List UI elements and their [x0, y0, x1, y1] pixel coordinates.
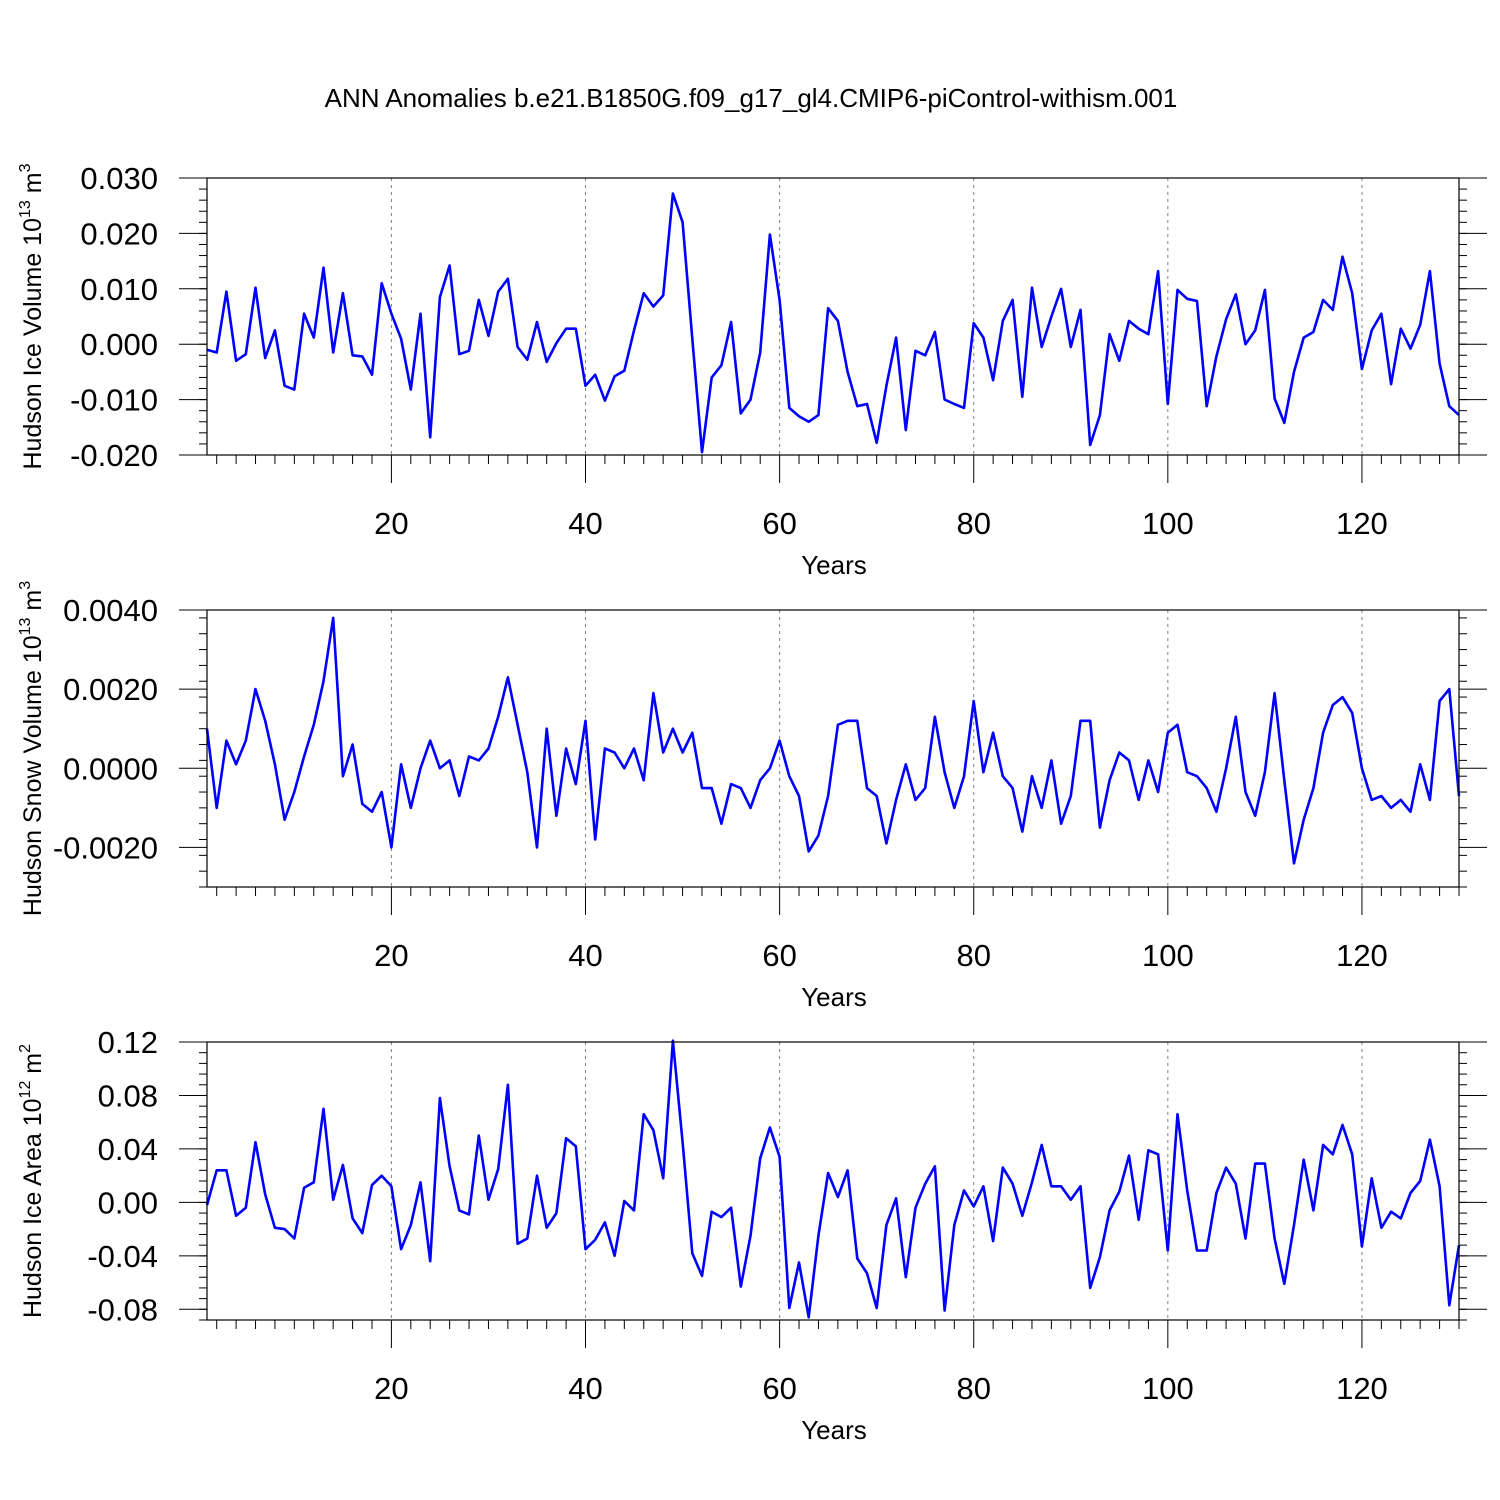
y-tick-label: -0.04 — [87, 1239, 158, 1274]
x-axis-title: Years — [801, 982, 867, 1012]
x-tick-label: 100 — [1142, 1371, 1194, 1406]
x-tick-label: 60 — [762, 506, 796, 541]
y-tick-label: -0.010 — [70, 383, 158, 418]
x-axis-title: Years — [801, 1415, 867, 1445]
y-tick-label: 0.04 — [98, 1132, 158, 1167]
plot-frame — [206, 609, 1460, 888]
x-tick-label: 20 — [374, 1371, 408, 1406]
y-axis-title: Hudson Ice Area 1012 m2 — [17, 1044, 47, 1318]
y-tick-label: 0.12 — [98, 1025, 158, 1060]
y-tick-label: 0.030 — [80, 161, 158, 196]
data-series-line — [205, 1039, 1461, 1319]
x-tick-label: 60 — [762, 938, 796, 973]
x-axis-title: Years — [801, 550, 867, 580]
x-tick-label: 120 — [1336, 1371, 1388, 1406]
y-tick-label: -0.08 — [87, 1292, 158, 1327]
y-tick-label: 0.010 — [80, 272, 158, 307]
plot-frame — [206, 177, 1460, 456]
x-tick-label: 120 — [1336, 506, 1388, 541]
x-tick-label: 100 — [1142, 938, 1194, 973]
y-tick-label: -0.020 — [70, 438, 158, 473]
panel-2: -0.0020 0.0000 0.0020 0.0040 20 40 60 80 100 120 Y… — [17, 581, 1487, 1012]
y-tick-label: 0.000 — [80, 327, 158, 362]
x-tick-label: 100 — [1142, 506, 1194, 541]
y-tick-label: 0.08 — [98, 1078, 158, 1113]
panel-1: -0.020 -0.010 0.000 0.010 0.020 0.030 20 40 60 80… — [17, 161, 1487, 580]
x-tick-label: 80 — [956, 938, 990, 973]
panels: -0.020 -0.010 0.000 0.010 0.020 0.030 20 40 60 80… — [17, 161, 1487, 1445]
data-series-line — [206, 192, 1460, 454]
x-tick-label: 120 — [1336, 938, 1388, 973]
x-tick-label: 20 — [374, 506, 408, 541]
x-tick-label: 40 — [568, 1371, 602, 1406]
x-tick-label: 40 — [568, 506, 602, 541]
x-tick-label: 40 — [568, 938, 602, 973]
plot-frame — [206, 1041, 1460, 1321]
x-tick-label: 20 — [374, 938, 408, 973]
figure-title: ANN Anomalies b.e21.B1850G.f09_g17_gl4.C… — [325, 83, 1178, 113]
y-axis-title: Hudson Ice Volume 1013 m3 — [17, 163, 47, 469]
x-tick-label: 80 — [956, 506, 990, 541]
data-series-line — [205, 616, 1461, 865]
y-tick-label: 0.020 — [80, 216, 158, 251]
y-tick-label: 0.0020 — [63, 672, 158, 707]
x-tick-label: 80 — [956, 1371, 990, 1406]
panel-3: -0.08 -0.04 0.00 0.04 0.08 0.12 20 40 60 80 100 120… — [17, 1025, 1487, 1445]
y-tick-label: 0.0000 — [63, 751, 158, 786]
x-tick-label: 60 — [762, 1371, 796, 1406]
y-tick-label: -0.0020 — [53, 830, 158, 865]
y-tick-label: 0.00 — [98, 1185, 158, 1220]
y-tick-label: 0.0040 — [63, 593, 158, 628]
y-axis-title: Hudson Snow Volume 1013 m3 — [17, 581, 47, 916]
